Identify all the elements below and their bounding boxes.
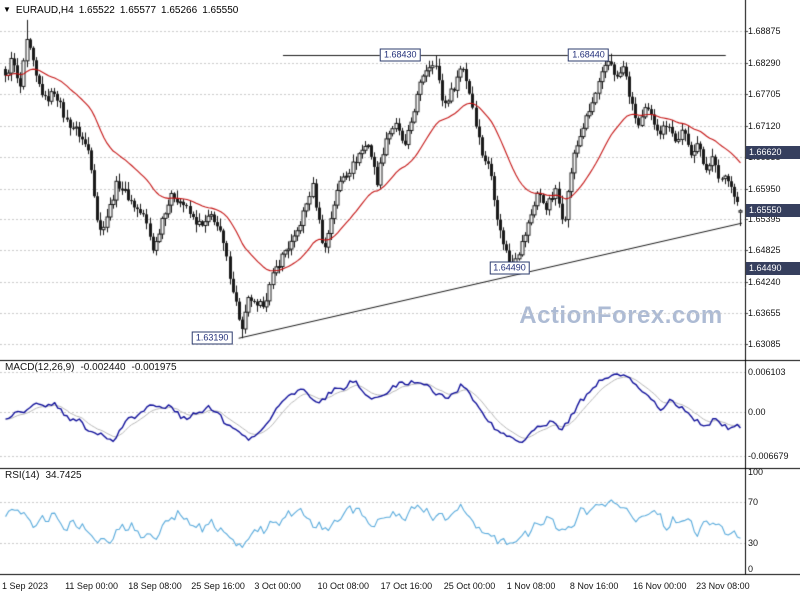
time-axis-label: 8 Nov 16:00 (569, 581, 619, 591)
time-axis-label: 11 Sep 00:00 (65, 581, 118, 591)
macd-axis-label: -0.006679 (748, 450, 789, 461)
price-axis-label: 1.68290 (748, 57, 781, 68)
axis-price-tag: 1.65550 (746, 204, 800, 218)
price-level-label: 1.63190 (191, 331, 233, 345)
price-axis-label: 1.65950 (748, 184, 781, 195)
macd-name: MACD(12,26,9) (5, 362, 75, 373)
time-axis-label: 1 Nov 08:00 (506, 581, 556, 591)
ohlc-open-value: 1.65522 (78, 5, 115, 16)
price-axis-label: 1.68875 (748, 25, 781, 36)
rsi-indicator-label: RSI(14) 34.7425 (5, 470, 88, 481)
rsi-name: RSI(14) (5, 470, 40, 481)
symbol-period-label: EURAUD,H4 (15, 5, 74, 16)
ohlc-low-value: 1.65266 (161, 5, 198, 16)
time-axis-label: 25 Oct 00:00 (443, 581, 496, 591)
time-axis-label: 17 Oct 16:00 (380, 581, 433, 591)
time-axis-label: 23 Nov 08:00 (696, 581, 750, 591)
time-axis-label: 1 Sep 2023 (2, 581, 49, 591)
ohlc-high-value: 1.65577 (119, 5, 157, 16)
price-axis-label: 1.65395 (748, 214, 781, 225)
rsi-axis-label: 100 (748, 467, 764, 477)
time-axis-label: 3 Oct 00:00 (254, 581, 301, 591)
price-level-label: 1.68430 (380, 48, 421, 62)
chart-shift-marker-icon: ▼ (3, 5, 11, 14)
price-axis-label: 1.67120 (748, 120, 781, 131)
macd-axis-label: 0.006103 (748, 367, 786, 377)
ohlc-close-value: 1.65550 (202, 5, 239, 16)
time-axis-label: 16 Nov 00:00 (633, 581, 687, 591)
chart-header: ▼ EURAUD,H4 1.65522 1.65577 1.65266 1.65550 (3, 5, 243, 16)
axis-price-tag: 1.66620 (746, 146, 800, 160)
rsi-axis-label: 0 (748, 563, 754, 574)
price-axis-label: 1.63655 (748, 308, 781, 319)
rsi-axis-label: 30 (748, 538, 759, 549)
time-axis-label: 25 Sep 16:00 (191, 581, 245, 591)
macd-indicator-label: MACD(12,26,9) -0.002440 -0.001975 (5, 362, 183, 373)
macd-main-value: -0.002440 (80, 362, 126, 373)
axis-price-tag: 1.64490 (746, 261, 800, 275)
rsi-value: 34.7425 (45, 470, 82, 481)
price-axis-label: 1.64825 (748, 244, 781, 255)
price-axis-label: 1.63085 (748, 338, 781, 349)
price-axis-label: 1.67705 (748, 89, 781, 100)
price-axis-label: 1.64240 (748, 276, 781, 287)
time-axis-label: 18 Sep 08:00 (128, 581, 182, 591)
price-level-label: 1.64490 (489, 261, 530, 275)
macd-signal-value: -0.001975 (131, 362, 177, 373)
rsi-axis-label: 70 (748, 497, 759, 508)
price-level-label: 1.68440 (568, 48, 609, 62)
macd-axis-label: 0.00 (748, 407, 766, 417)
time-axis-label: 10 Oct 08:00 (317, 581, 370, 591)
